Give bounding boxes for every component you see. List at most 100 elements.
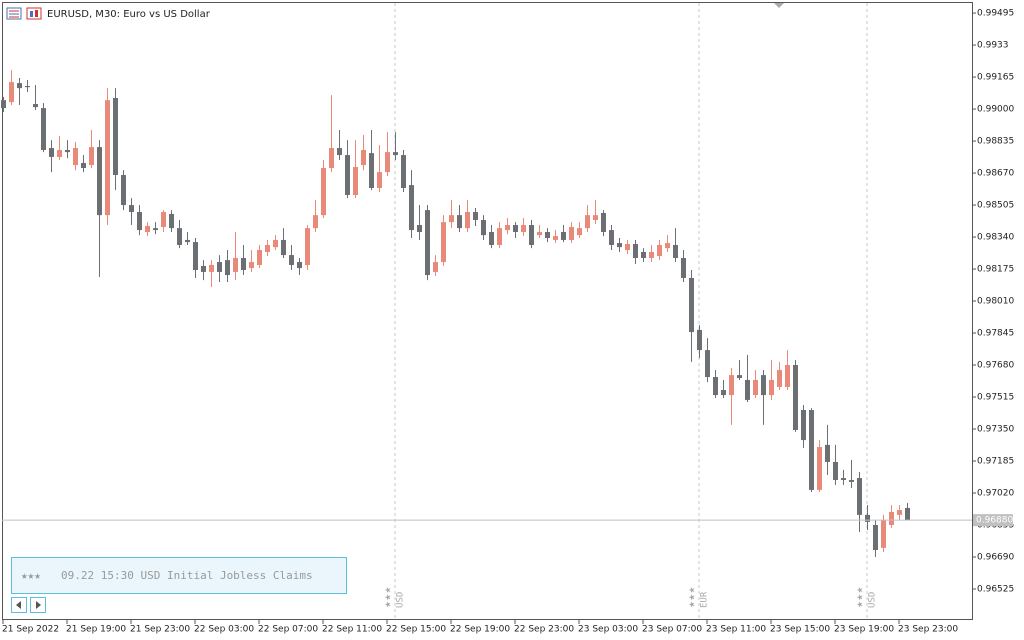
candle-body bbox=[217, 262, 222, 272]
candle-body bbox=[137, 212, 142, 231]
candle-body bbox=[777, 370, 782, 387]
candle-body bbox=[201, 265, 206, 272]
candle-body bbox=[265, 244, 270, 252]
y-tick-label: 0.99165 bbox=[977, 73, 1014, 83]
candle-body bbox=[121, 174, 126, 206]
candle-body bbox=[785, 365, 790, 387]
event-stars: ★★★ bbox=[688, 586, 697, 608]
candle-body bbox=[561, 231, 566, 240]
candle-body bbox=[281, 239, 286, 256]
candle-body bbox=[449, 215, 454, 223]
candle-body bbox=[577, 228, 582, 236]
candle-body bbox=[105, 100, 110, 216]
candle-body bbox=[521, 225, 526, 232]
y-tick-label: 0.97185 bbox=[977, 456, 1014, 466]
y-tick-label: 0.97680 bbox=[977, 361, 1014, 371]
candle-body bbox=[681, 257, 686, 278]
candle-body bbox=[617, 243, 622, 248]
candle-body bbox=[737, 375, 742, 379]
candle-body bbox=[593, 215, 598, 220]
candle-body bbox=[545, 231, 550, 239]
x-tick-label: 23 Sep 23:00 bbox=[898, 625, 958, 635]
candle-body bbox=[393, 152, 398, 156]
nav-next-icon bbox=[36, 601, 41, 609]
candle-body bbox=[529, 225, 534, 245]
event-panel-box bbox=[11, 557, 347, 594]
event-text: 09.22 15:30 USD Initial Jobless Claims bbox=[61, 569, 313, 582]
candle-body bbox=[641, 251, 646, 258]
candle-body bbox=[729, 375, 734, 396]
candle-body bbox=[369, 153, 374, 188]
x-tick-label: 23 Sep 11:00 bbox=[706, 625, 766, 635]
y-tick-label: 0.98670 bbox=[977, 169, 1014, 179]
current-price-box bbox=[973, 514, 1013, 527]
candle-body bbox=[809, 410, 814, 490]
chart-title: EURUSD, M30: Euro vs US Dollar bbox=[47, 9, 211, 20]
candle-body bbox=[81, 162, 86, 169]
candle-body bbox=[609, 230, 614, 245]
nav-buttons bbox=[11, 597, 46, 613]
candle-body bbox=[249, 262, 254, 269]
candle-body bbox=[329, 148, 334, 169]
candle-body bbox=[321, 168, 326, 216]
candle-body bbox=[713, 377, 718, 396]
candle-body bbox=[153, 228, 158, 231]
candle-body bbox=[665, 243, 670, 249]
y-tick-label: 0.98175 bbox=[977, 265, 1014, 275]
x-tick-label: 23 Sep 15:00 bbox=[770, 625, 830, 635]
y-tick-label: 0.99000 bbox=[977, 105, 1014, 115]
candle-body bbox=[353, 167, 358, 195]
event-panel: ★★★ 09.22 15:30 USD Initial Jobless Clai… bbox=[11, 557, 347, 594]
y-tick-label: 0.97020 bbox=[977, 488, 1014, 498]
y-tick-label: 0.98340 bbox=[977, 233, 1014, 243]
symbol-icons bbox=[6, 7, 42, 20]
candle-body bbox=[497, 228, 502, 245]
candle-body bbox=[297, 262, 302, 269]
current-price-label: 0.96880 bbox=[976, 516, 1013, 526]
candle-body bbox=[441, 222, 446, 263]
x-tick-label: 21 Sep 2022 bbox=[2, 625, 59, 635]
candle-body bbox=[361, 149, 366, 166]
candle-body bbox=[57, 149, 62, 157]
candle-body bbox=[273, 239, 278, 248]
candle-body bbox=[49, 148, 54, 157]
candle-body bbox=[409, 185, 414, 231]
x-tick-label: 21 Sep 23:00 bbox=[130, 625, 190, 635]
candle-body bbox=[73, 148, 78, 166]
y-tick-label: 0.99495 bbox=[977, 9, 1014, 19]
candle-body bbox=[41, 108, 46, 150]
x-tick-label: 22 Sep 07:00 bbox=[258, 625, 318, 635]
candle-body bbox=[489, 231, 494, 245]
candle-body bbox=[721, 390, 726, 396]
candle-body bbox=[793, 365, 798, 430]
candle-body bbox=[833, 461, 838, 481]
candle-body bbox=[161, 212, 166, 227]
candle-body bbox=[753, 379, 758, 396]
x-tick-label: 23 Sep 19:00 bbox=[834, 625, 894, 635]
event-stars: ★★★ bbox=[21, 569, 41, 582]
candle-body bbox=[705, 350, 710, 378]
candle-body bbox=[129, 205, 134, 213]
candle-body bbox=[769, 379, 774, 396]
event-stars: ★★★ bbox=[384, 586, 393, 608]
x-tick-label: 22 Sep 15:00 bbox=[386, 625, 446, 635]
candle-body bbox=[377, 172, 382, 188]
x-tick-label: 22 Sep 03:00 bbox=[194, 625, 254, 635]
y-tick-label: 0.97350 bbox=[977, 425, 1014, 435]
x-tick-label: 22 Sep 23:00 bbox=[514, 625, 574, 635]
candle-body bbox=[169, 213, 174, 229]
candle-body bbox=[113, 98, 118, 175]
icon bbox=[26, 7, 42, 20]
candle-body bbox=[345, 155, 350, 195]
y-tick-label: 0.98505 bbox=[977, 201, 1014, 211]
nav-prev-icon bbox=[16, 601, 21, 609]
candle-body bbox=[865, 514, 870, 522]
candle-body bbox=[657, 244, 662, 257]
y-tick-label: 0.98010 bbox=[977, 297, 1014, 307]
candle-body bbox=[65, 149, 70, 153]
candle-body bbox=[873, 524, 878, 551]
candle-body bbox=[289, 255, 294, 265]
